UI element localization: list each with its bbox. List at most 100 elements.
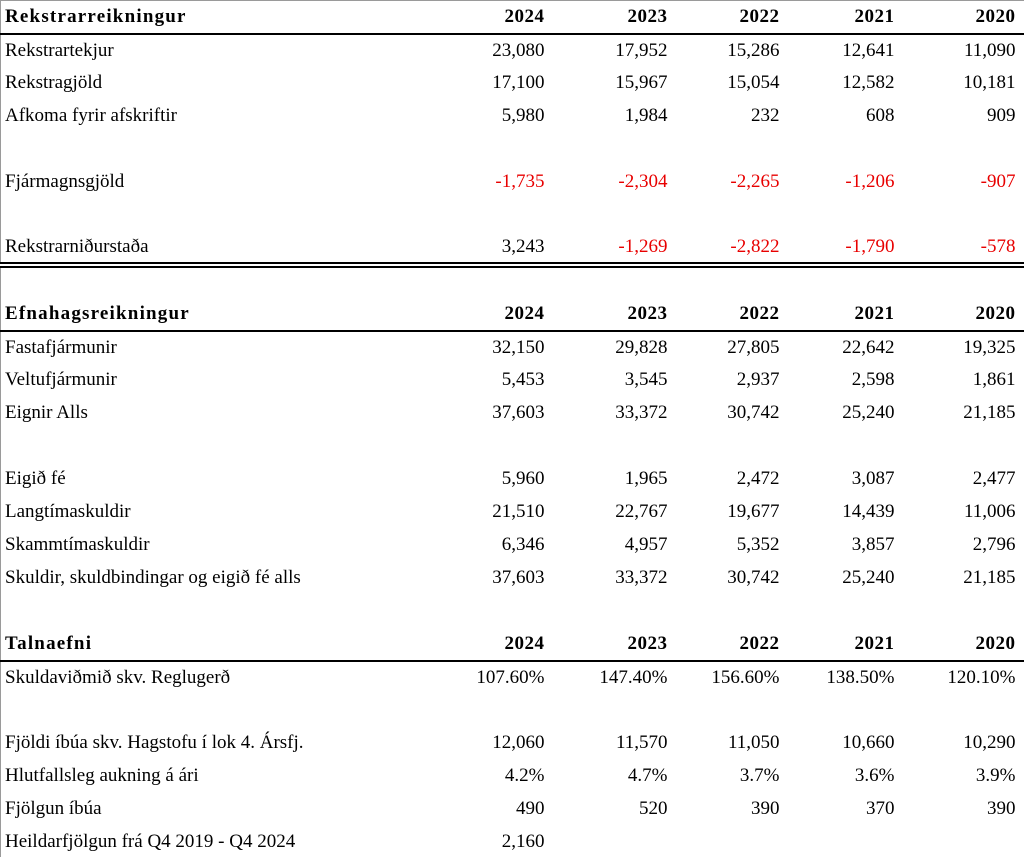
section-title: Rekstrarreikningur	[0, 0, 461, 35]
value-cell: 10,290	[963, 732, 1016, 753]
section-header-row: Efnahagsreikningur 2024 2023 2022 2021 2020	[0, 297, 1024, 332]
value-cell: 23,080	[492, 39, 545, 61]
value-cell: 14,439	[842, 501, 895, 522]
value-cell: 1,965	[624, 468, 668, 489]
year-header: 2020	[903, 0, 1024, 35]
year-header: 2021	[788, 0, 904, 35]
value-cell: 390	[751, 798, 780, 819]
value-cell	[789, 826, 904, 857]
value-cell: 10,660	[842, 732, 895, 753]
value-cell: -1,206	[845, 171, 895, 192]
value-cell: 2,796	[972, 534, 1016, 555]
table-row: Eignir Alls 37,603 33,372 30,742 25,240 21,18…	[1, 397, 1024, 430]
spacer-cell	[1, 595, 1024, 628]
value-cell: 22,767	[615, 501, 668, 522]
value-cell: 17,100	[492, 72, 545, 93]
value-cell: -2,265	[730, 171, 780, 192]
year-header: 2023	[553, 627, 677, 662]
value-cell: 2,598	[851, 369, 895, 390]
row-label: Fjármagnsgjöld	[5, 171, 125, 192]
row-label: Rekstrarniðurstaða	[0, 231, 461, 268]
value-cell: 520	[639, 798, 668, 819]
value-cell: 2,477	[972, 468, 1016, 489]
spacer-cell	[1, 430, 1024, 463]
value-cell: 120.10%	[947, 666, 1016, 688]
value-cell: 37,603	[492, 567, 545, 588]
value-cell: 5,980	[501, 105, 545, 126]
spacer-cell	[1, 199, 1024, 232]
value-cell: 107.60%	[476, 666, 545, 688]
table-row: Fjöldi íbúa skv. Hagstofu í lok 4. Ársfj…	[1, 727, 1024, 760]
value-cell: 19,325	[963, 336, 1016, 358]
row-label: Heildarfjölgun frá Q4 2019 - Q4 2024	[5, 831, 296, 852]
row-label: Hlutfallsleg aukning á ári	[5, 765, 199, 786]
value-cell: -1,790	[788, 231, 904, 268]
row-label: Eignir Alls	[5, 402, 88, 423]
table-row: Skammtímaskuldir 6,346 4,957 5,352 3,857 2,79…	[1, 529, 1024, 562]
value-cell	[677, 826, 789, 857]
value-cell: 3.7%	[739, 765, 780, 786]
year-header: 2024	[460, 0, 554, 35]
value-cell: 15,054	[727, 72, 780, 93]
value-cell: 22,642	[842, 336, 895, 358]
value-cell: 2,472	[736, 468, 780, 489]
value-cell: 2,937	[736, 369, 780, 390]
value-cell: 11,050	[727, 732, 780, 753]
value-cell: 25,240	[842, 567, 895, 588]
year-header: 2023	[553, 0, 677, 35]
spacer-row	[1, 595, 1024, 628]
spacer-row	[1, 199, 1024, 232]
row-label: Rekstrartekjur	[5, 39, 114, 61]
table-row: Fjölgun íbúa 490 520 390 370 390	[1, 793, 1024, 826]
spacer-cell	[1, 265, 1024, 298]
value-cell: 21,510	[492, 501, 545, 522]
row-label: Skammtímaskuldir	[5, 534, 150, 555]
value-cell: 29,828	[615, 336, 668, 358]
value-cell: 33,372	[615, 402, 668, 423]
table-row: Hlutfallsleg aukning á ári 4.2% 4.7% 3.7% 3.…	[1, 760, 1024, 793]
table-row: Heildarfjölgun frá Q4 2019 - Q4 2024 2,16…	[1, 826, 1024, 857]
year-header: 2024	[460, 627, 554, 662]
value-cell: -2,304	[618, 171, 668, 192]
value-cell: 3,545	[624, 369, 668, 390]
value-cell: 138.50%	[826, 666, 895, 688]
row-label: Afkoma fyrir afskriftir	[5, 105, 177, 126]
value-cell: 11,006	[963, 501, 1016, 522]
table-row: Skuldaviðmið skv. Reglugerð 107.60% 147.40…	[1, 661, 1024, 694]
value-cell: 5,352	[736, 534, 780, 555]
year-header: 2022	[676, 0, 789, 35]
table-row: Langtímaskuldir 21,510 22,767 19,677 14,439 1…	[1, 496, 1024, 529]
value-cell: 608	[866, 105, 895, 126]
value-cell: 3,243	[460, 231, 554, 268]
section-title: Talnaefni	[0, 627, 461, 662]
row-label: Fastafjármunir	[5, 336, 117, 358]
value-cell: 3.9%	[975, 765, 1016, 786]
spacer-row	[1, 430, 1024, 463]
value-cell: 3,087	[851, 468, 895, 489]
row-label: Skuldaviðmið skv. Reglugerð	[5, 666, 231, 688]
value-cell: -578	[903, 231, 1024, 268]
value-cell: 12,641	[842, 39, 895, 61]
table-row: Rekstrartekjur 23,080 17,952 15,286 12,641 11…	[1, 34, 1024, 67]
table-row: Afkoma fyrir afskriftir 5,980 1,984 232 608 9…	[1, 100, 1024, 133]
spacer-cell	[1, 133, 1024, 166]
table-row: Fjármagnsgjöld -1,735 -2,304 -2,265 -1,206 -9…	[1, 166, 1024, 199]
value-cell: 27,805	[727, 336, 780, 358]
table-row: Eigið fé 5,960 1,965 2,472 3,087 2,477	[1, 463, 1024, 496]
section-header-row: Rekstrarreikningur 2024 2023 2022 2021 2020	[0, 0, 1024, 35]
row-label: Fjöldi íbúa skv. Hagstofu í lok 4. Ársfj…	[5, 732, 304, 753]
value-cell: 19,677	[727, 501, 780, 522]
year-header: 2020	[903, 627, 1024, 662]
row-label: Rekstragjöld	[5, 72, 103, 93]
year-header: 2020	[903, 297, 1024, 332]
year-header: 2021	[788, 297, 904, 332]
value-cell: 147.40%	[599, 666, 668, 688]
value-cell: 25,240	[842, 402, 895, 423]
value-cell: -1,269	[553, 231, 677, 268]
value-cell: 30,742	[727, 402, 780, 423]
spacer-row	[1, 133, 1024, 166]
row-label: Eigið fé	[5, 468, 66, 489]
section-title: Efnahagsreikningur	[0, 297, 461, 332]
spacer-row	[1, 694, 1024, 727]
value-cell: 5,960	[501, 468, 545, 489]
